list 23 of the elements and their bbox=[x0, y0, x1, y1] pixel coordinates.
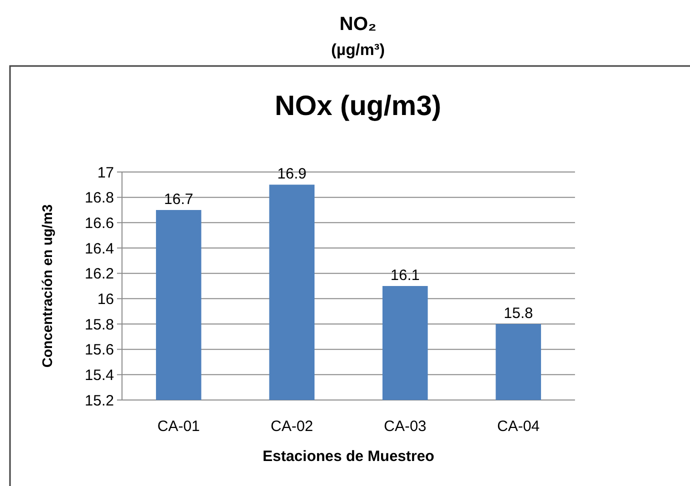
data-label: 16.9 bbox=[277, 166, 306, 183]
y-tick-label: 16.4 bbox=[84, 240, 114, 258]
data-label: 16.7 bbox=[164, 191, 194, 208]
y-tick-label: 17 bbox=[97, 164, 114, 182]
y-tick-label: 16.2 bbox=[84, 266, 114, 283]
data-label: 15.8 bbox=[504, 305, 533, 322]
y-tick-label: 16.6 bbox=[84, 214, 114, 232]
text: NO₂ bbox=[340, 14, 376, 35]
y-tick-label: 16.8 bbox=[84, 190, 114, 207]
y-axis-title: Concentración en ug/m3 bbox=[39, 204, 55, 368]
chart-title: NOx (ug/m3) bbox=[274, 90, 442, 121]
y-tick-label: 15.2 bbox=[84, 392, 114, 410]
x-tick-label: CA-04 bbox=[497, 418, 540, 435]
y-tick-label: 15.4 bbox=[84, 366, 114, 384]
y-tick-label: 15.8 bbox=[84, 316, 114, 334]
x-tick-label: CA-01 bbox=[157, 418, 200, 435]
text: (µg/m³) bbox=[331, 42, 385, 59]
x-tick-label: CA-03 bbox=[384, 418, 426, 435]
data-label: 16.1 bbox=[390, 267, 420, 284]
x-tick-label: CA-02 bbox=[270, 418, 314, 435]
y-tick-label: 16 bbox=[97, 290, 114, 308]
x-axis-title: Estaciones de Muestreo bbox=[262, 448, 434, 465]
y-tick-label: 15.6 bbox=[84, 342, 114, 359]
